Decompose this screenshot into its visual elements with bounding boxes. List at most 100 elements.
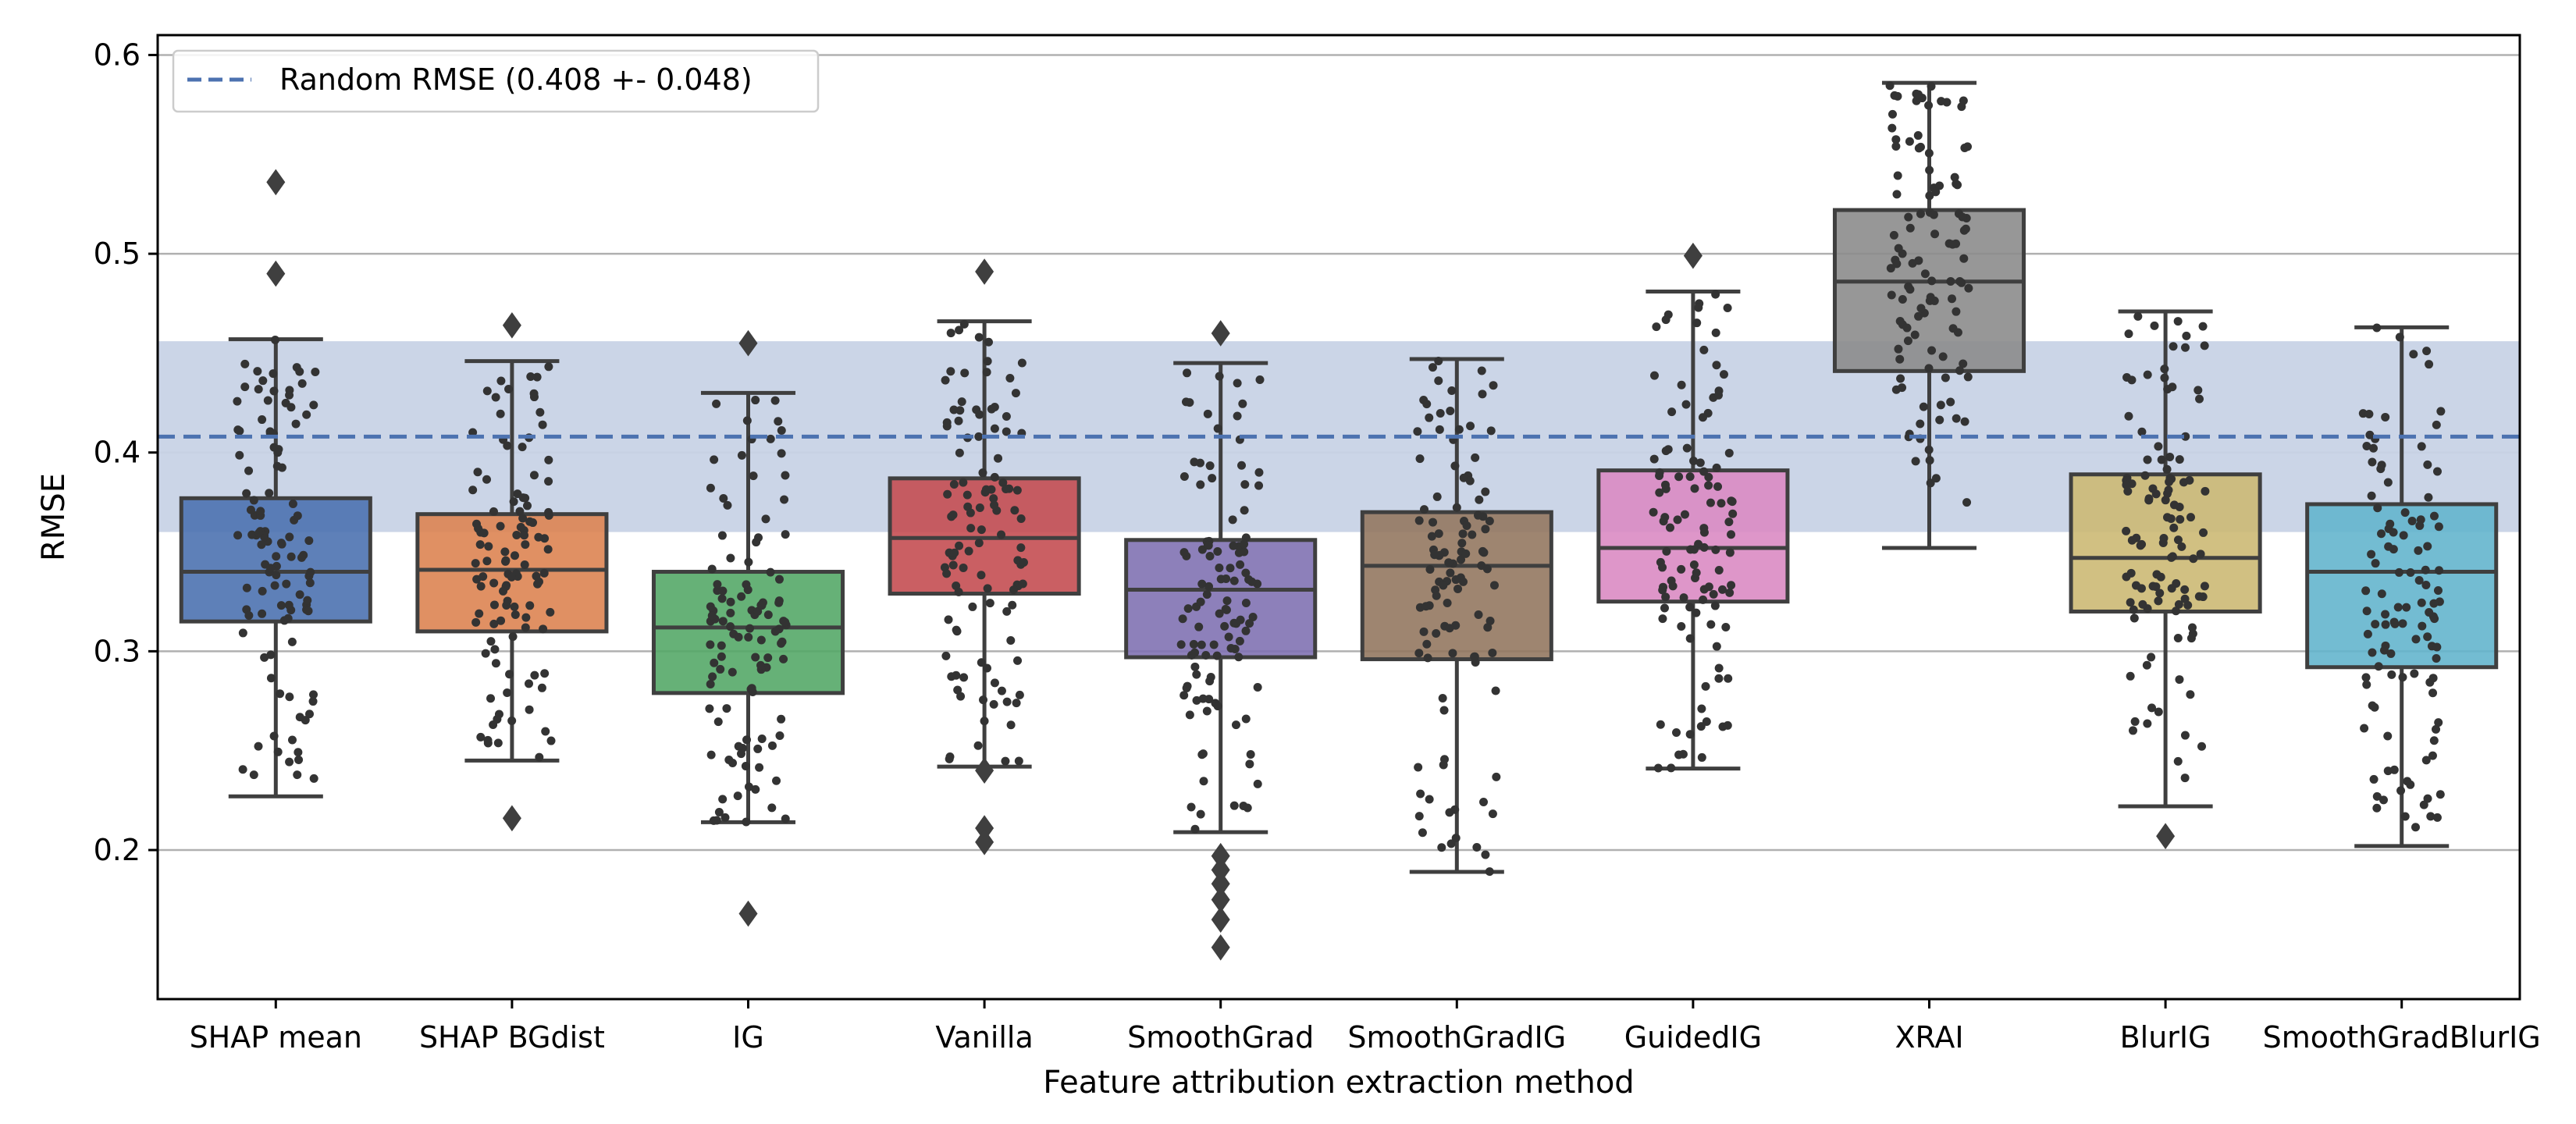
strip-point xyxy=(955,406,965,415)
strip-point xyxy=(285,757,294,767)
strip-point xyxy=(1891,135,1901,144)
strip-point xyxy=(959,673,969,682)
strip-point xyxy=(953,685,962,695)
strip-point xyxy=(2126,671,2135,681)
strip-point xyxy=(1176,640,1186,649)
strip-point xyxy=(276,689,285,699)
strip-point xyxy=(294,755,304,764)
strip-point xyxy=(509,497,518,507)
strip-point xyxy=(2432,420,2441,429)
strip-point xyxy=(2173,317,2183,326)
strip-point xyxy=(1208,474,1217,483)
strip-point xyxy=(1661,315,1670,325)
strip-point xyxy=(2407,517,2417,526)
strip-point xyxy=(258,609,267,618)
strip-point xyxy=(1905,223,1915,233)
strip-point xyxy=(1929,210,1938,219)
strip-point xyxy=(1192,670,1201,679)
strip-point xyxy=(2126,598,2135,607)
strip-point xyxy=(781,471,790,480)
strip-point xyxy=(1894,244,1903,253)
strip-point xyxy=(1927,82,1936,91)
strip-point xyxy=(2122,480,2131,489)
strip-point xyxy=(781,530,790,539)
strip-point xyxy=(1698,413,1707,422)
strip-point xyxy=(1888,123,1897,133)
strip-point xyxy=(957,397,966,407)
strip-point xyxy=(2432,813,2442,822)
strip-point xyxy=(1891,141,1901,151)
strip-point xyxy=(1963,372,1973,382)
strip-point xyxy=(1462,521,1471,530)
strip-point xyxy=(708,672,717,681)
strip-point xyxy=(1699,542,1709,552)
strip-point xyxy=(1925,165,1934,175)
strip-point xyxy=(1924,148,1934,158)
strip-point xyxy=(2160,365,2169,374)
strip-point xyxy=(503,688,512,698)
strip-point xyxy=(1179,548,1189,557)
strip-point xyxy=(2398,673,2407,682)
outlier-marker xyxy=(1211,886,1230,913)
strip-point xyxy=(1002,697,1012,706)
strip-point xyxy=(1692,608,1701,617)
strip-point xyxy=(1461,549,1471,558)
strip-point xyxy=(1710,601,1720,610)
strip-point xyxy=(306,567,315,577)
strip-point xyxy=(1667,407,1677,417)
strip-point xyxy=(253,367,262,376)
x-axis-title: Feature attribution extraction method xyxy=(1043,1065,1634,1101)
strip-point xyxy=(287,735,297,745)
strip-point xyxy=(1010,506,1019,515)
strip-point xyxy=(2372,803,2382,813)
strip-point xyxy=(742,817,751,827)
strip-point xyxy=(273,747,283,756)
strip-point xyxy=(772,776,781,785)
strip-point xyxy=(2163,489,2172,498)
strip-point xyxy=(948,510,958,520)
strip-point xyxy=(766,567,775,577)
strip-point xyxy=(975,503,984,512)
strip-point xyxy=(994,454,1003,463)
strip-point xyxy=(1886,264,1895,273)
plot-border xyxy=(156,34,2521,1001)
strip-point xyxy=(2429,599,2439,608)
strip-point xyxy=(1241,626,1251,635)
strip-point xyxy=(1178,614,1187,624)
strip-point xyxy=(1246,750,1255,759)
outlier-marker xyxy=(502,805,521,832)
strip-point xyxy=(2381,412,2390,422)
strip-point xyxy=(503,596,512,606)
strip-point xyxy=(2162,464,2172,474)
strip-point xyxy=(1006,635,1016,645)
strip-point xyxy=(742,416,752,425)
strip-point xyxy=(757,734,767,743)
strip-point xyxy=(1415,454,1425,464)
strip-point xyxy=(1488,809,1497,819)
strip-point xyxy=(1229,541,1238,550)
strip-point xyxy=(2167,553,2176,562)
strip-point xyxy=(1959,359,1968,368)
strip-point xyxy=(1489,581,1499,590)
strip-point xyxy=(2414,546,2423,555)
strip-point xyxy=(1196,809,1205,819)
strip-point xyxy=(1190,824,1200,834)
strip-point xyxy=(1685,472,1695,482)
strip-point xyxy=(2411,823,2420,832)
strip-point xyxy=(1677,380,1686,389)
strip-point xyxy=(535,407,545,417)
strip-point xyxy=(2386,519,2395,528)
strip-point xyxy=(1002,427,1011,436)
strip-point xyxy=(2399,531,2408,540)
strip-point xyxy=(2160,373,2169,382)
strip-point xyxy=(1485,617,1495,626)
strip-point xyxy=(1448,649,1457,658)
strip-point xyxy=(305,578,315,588)
strip-point xyxy=(308,690,318,699)
strip-point xyxy=(770,396,780,405)
strip-point xyxy=(2182,331,2191,340)
strip-point xyxy=(2169,523,2179,532)
strip-point xyxy=(2423,794,2432,803)
strip-point xyxy=(1458,577,1468,586)
strip-point xyxy=(946,329,955,338)
